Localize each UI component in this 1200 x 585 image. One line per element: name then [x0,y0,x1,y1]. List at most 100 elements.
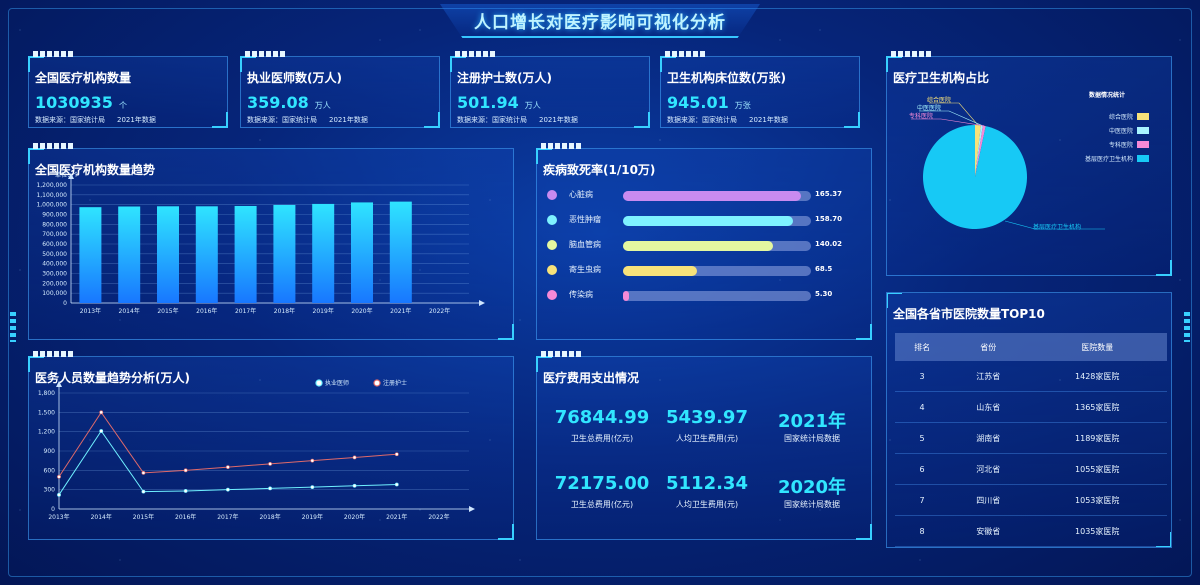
bar-x-tick: 2015年 [157,307,178,315]
bar-x-axis-arrow [479,300,485,306]
pie-legend-title: 数据情况统计 [1089,91,1125,99]
disease-row: 传染病 5.30 [543,289,843,303]
bar-x-tick: 2013年 [80,307,101,315]
pie-legend-label: 专科医院 [1109,141,1133,149]
stat-card-unit: 个 [118,101,127,110]
table-cell: 湖南省 [949,422,1028,454]
stat-card-source-text: 数据来源：国家统计局 [667,116,737,124]
line-x-tick: 2013年 [48,513,69,521]
stat-card-value: 359.08 万人 [247,93,331,112]
pie-legend-label: 综合医院 [1109,113,1133,121]
expense-label: 人均卫生费用(元) [675,434,739,443]
line-point [225,487,230,492]
table-cell: 8 [895,515,950,547]
expense-number: 5439.97 [666,407,748,428]
pie-slice-label: 综合医院 [927,96,951,104]
panel-tab-decoration [541,143,581,149]
expense-panel: 医疗费用支出情况 76844.99 卫生总费用(亿元) 5439.97 人均卫生费用(… [536,351,872,540]
bar-x-tick: 2016年 [196,307,217,315]
disease-bar-fill [623,191,801,201]
panel-tab-decoration [33,143,73,149]
pie-legend-swatch [1137,141,1149,148]
bar [273,204,296,303]
table-row: 6 河北省 1055家医院 [895,453,1167,485]
line-point [310,458,315,463]
panel-tab-decoration [33,51,73,57]
disease-bar-fill [623,291,629,301]
stat-card-unit: 万张 [734,101,751,110]
disease-bar-track [623,241,811,251]
stat-card-label: 注册护士数(万人) [457,71,552,85]
table-row: 8 安徽省 1035家医院 [895,515,1167,547]
panel-tab-decoration [245,51,285,57]
bar-y-tick: 900,000 [42,212,67,219]
pie-outside-label: 基层医疗卫生机构 [1033,223,1081,231]
line-point [57,474,61,479]
line-x-tick: 2015年 [133,513,154,521]
stat-card-value: 1030935 个 [35,93,127,112]
line-x-tick: 2021年 [386,513,407,521]
expense-label: 国家统计局数据 [784,500,840,509]
disease-bar-track [623,191,811,201]
table-cell: 四川省 [949,484,1028,516]
stat-card-label: 执业医师数(万人) [247,71,342,85]
expense-number: 76844.99 [554,407,650,428]
disease-name: 脑血管病 [569,240,601,249]
panel-tab-decoration [33,351,73,357]
bar-y-tick: 1,200,000 [36,182,67,189]
bar-x-tick: 2020年 [351,307,372,315]
stat-card: 卫生机构床位数(万张) 945.01 万张 数据来源：国家统计局 2021年数据 [660,51,860,128]
pie-slice [975,125,983,177]
line-x-tick: 2016年 [175,513,196,521]
disease-name: 寄生虫病 [569,265,601,274]
stat-card-source: 数据来源：国家统计局 2021年数据 [35,115,156,125]
line-point [268,461,273,466]
disease-row: 脑血管病 140.02 [543,239,843,253]
line-point [57,492,61,497]
outer-frame [8,8,1192,577]
table-header-cell: 排名 [895,333,950,361]
stat-card-value: 501.94 万人 [457,93,541,112]
bar [118,206,141,303]
table-body: 3 江苏省 1428家医院 4 山东省 1365家医院 5 湖南省 1189家医院 6 河北省 105… [895,361,1167,547]
disease-dot [547,265,557,275]
expense-label: 卫生总费用(亿元) [570,434,634,443]
expense-number: 5112.34 [666,473,748,494]
bar [195,206,218,303]
expense-number: 2020年 [777,477,847,498]
disease-panel-title: 疾病致死率(1/10万) [543,163,656,177]
table-cell: 1035家医院 [1027,515,1167,547]
line-point [141,471,146,475]
disease-dot [547,215,557,225]
line-y-tick: 1,200 [38,429,55,436]
stat-card-year: 2021年数据 [749,116,788,124]
table-cell: 6 [895,453,950,485]
top10-panel-title: 全国各省市医院数量TOP10 [893,307,1045,321]
bar-x-tick: 2018年 [274,307,295,315]
disease-bar-fill [623,266,697,276]
line-legend-marker [315,379,323,387]
pie-legend-swatch [1137,155,1149,162]
stat-card-year: 2021年数据 [117,116,156,124]
stat-card-unit: 万人 [524,101,541,110]
pie-legend-label: 中医医院 [1109,127,1133,135]
pie-leader-line [1004,220,1105,230]
line-point [310,485,315,489]
table-cell: 1365家医院 [1027,391,1167,423]
table-cell: 山东省 [949,391,1028,423]
line-series [58,430,397,496]
right-side-decoration [1184,312,1190,342]
bar-y-tick: 800,000 [42,221,67,228]
staff-panel: 医务人员数量趋势分析(万人) 0 300 600 900 1,200 1,500 1,800… [28,351,514,540]
bar-y-tick: 100,000 [42,290,67,297]
stat-card-year: 2021年数据 [539,116,578,124]
pie-slice [975,125,981,177]
line-point [352,455,357,460]
line-point [183,468,188,473]
bar-y-tick: 700,000 [42,231,67,238]
stat-card: 全国医疗机构数量 1030935 个数据来源：国家统计局 2021年数据 [28,51,228,128]
bar [389,201,412,303]
bar [351,202,373,303]
table-cell: 江苏省 [949,361,1028,392]
bar-y-tick: 1,100,000 [36,192,67,199]
